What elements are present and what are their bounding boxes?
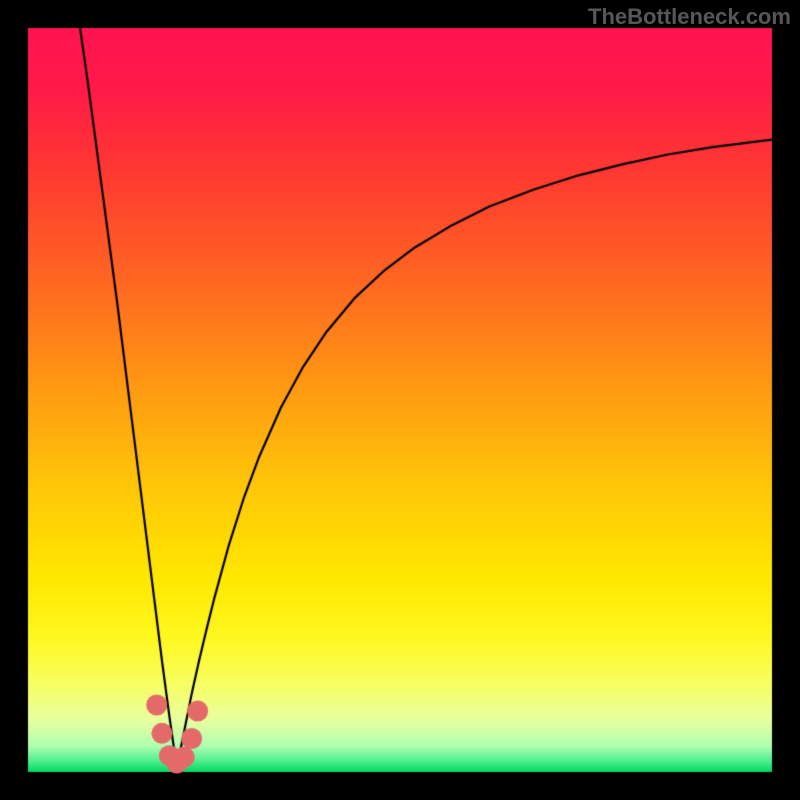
chart-container: TheBottleneck.com <box>0 0 800 800</box>
watermark-text: TheBottleneck.com <box>588 4 791 30</box>
bottleneck-curve-chart <box>0 0 800 800</box>
